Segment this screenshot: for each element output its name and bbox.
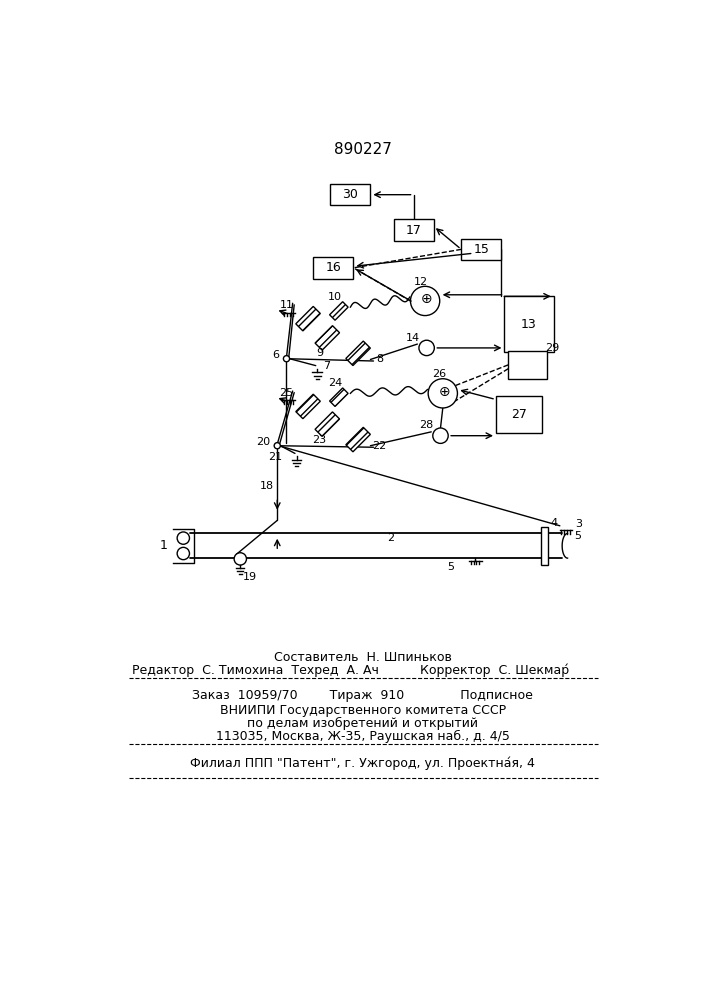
Text: ⊕: ⊕ — [438, 385, 450, 399]
Circle shape — [428, 379, 457, 408]
Text: 19: 19 — [243, 572, 257, 582]
Text: 17: 17 — [406, 224, 421, 237]
Circle shape — [411, 286, 440, 316]
Text: 1: 1 — [159, 539, 168, 552]
Polygon shape — [346, 427, 370, 452]
Text: 6: 6 — [272, 350, 279, 360]
Text: 20: 20 — [257, 437, 271, 447]
Polygon shape — [346, 341, 370, 366]
Text: 16: 16 — [326, 261, 341, 274]
Bar — [504, 296, 554, 352]
Bar — [508, 351, 547, 379]
Polygon shape — [329, 302, 348, 320]
Text: 2: 2 — [387, 533, 394, 543]
Circle shape — [274, 443, 281, 449]
Text: 3: 3 — [575, 519, 583, 529]
Text: 4: 4 — [550, 518, 557, 528]
Text: 14: 14 — [406, 333, 420, 343]
Bar — [394, 219, 433, 241]
Circle shape — [419, 340, 434, 356]
Bar — [542, 527, 547, 565]
Text: 10: 10 — [328, 292, 342, 302]
Text: 13: 13 — [521, 318, 537, 331]
Text: 7: 7 — [323, 361, 330, 371]
Text: 27: 27 — [511, 408, 527, 421]
Text: 11: 11 — [279, 300, 293, 310]
Polygon shape — [315, 412, 339, 436]
Text: 5: 5 — [447, 562, 454, 572]
Text: 25: 25 — [279, 388, 293, 398]
Text: 9: 9 — [316, 348, 323, 358]
Text: 12: 12 — [414, 277, 428, 287]
Text: 22: 22 — [373, 441, 387, 451]
Text: Заказ  10959/70        Тираж  910              Подписное: Заказ 10959/70 Тираж 910 Подписное — [192, 689, 533, 702]
Bar — [496, 396, 542, 433]
Text: Филиал ППП "Патент", г. Ужгород, ул. Проектна́я, 4: Филиал ППП "Патент", г. Ужгород, ул. Про… — [190, 757, 535, 770]
Bar — [461, 239, 501, 260]
Text: 8: 8 — [376, 354, 383, 364]
Text: 23: 23 — [312, 435, 327, 445]
Text: 24: 24 — [328, 378, 342, 388]
Text: Редактор  С. Тимохина  Техред  А. Ач: Редактор С. Тимохина Техред А. Ач — [132, 664, 379, 677]
Polygon shape — [329, 388, 348, 406]
Circle shape — [234, 553, 247, 565]
Text: 890227: 890227 — [334, 142, 392, 157]
Text: ⊕: ⊕ — [421, 292, 433, 306]
Text: 28: 28 — [419, 420, 434, 430]
Circle shape — [177, 547, 189, 560]
Text: 26: 26 — [432, 369, 446, 379]
Circle shape — [177, 532, 189, 544]
Text: 113035, Москва, Ж-35, Раушская наб., д. 4/5: 113035, Москва, Ж-35, Раушская наб., д. … — [216, 729, 510, 743]
Text: 18: 18 — [259, 481, 274, 491]
Bar — [313, 257, 354, 279]
Text: Корректор  С. Шекмар́: Корректор С. Шекмар́ — [420, 664, 569, 677]
Polygon shape — [315, 326, 339, 350]
Text: 21: 21 — [268, 452, 282, 462]
Circle shape — [433, 428, 448, 443]
Text: ВНИИПИ Государственного комитета СССР: ВНИИПИ Государственного комитета СССР — [220, 704, 506, 717]
Bar — [330, 184, 370, 205]
Circle shape — [284, 356, 290, 362]
Polygon shape — [296, 394, 320, 419]
Text: 29: 29 — [545, 343, 559, 353]
Polygon shape — [296, 306, 320, 331]
Text: по делам изобретений и открытий: по делам изобретений и открытий — [247, 717, 478, 730]
Text: 15: 15 — [474, 243, 489, 256]
Text: 5: 5 — [574, 531, 581, 541]
Text: 30: 30 — [342, 188, 358, 201]
Text: Составитель  Н. Шпиньков: Составитель Н. Шпиньков — [274, 651, 452, 664]
